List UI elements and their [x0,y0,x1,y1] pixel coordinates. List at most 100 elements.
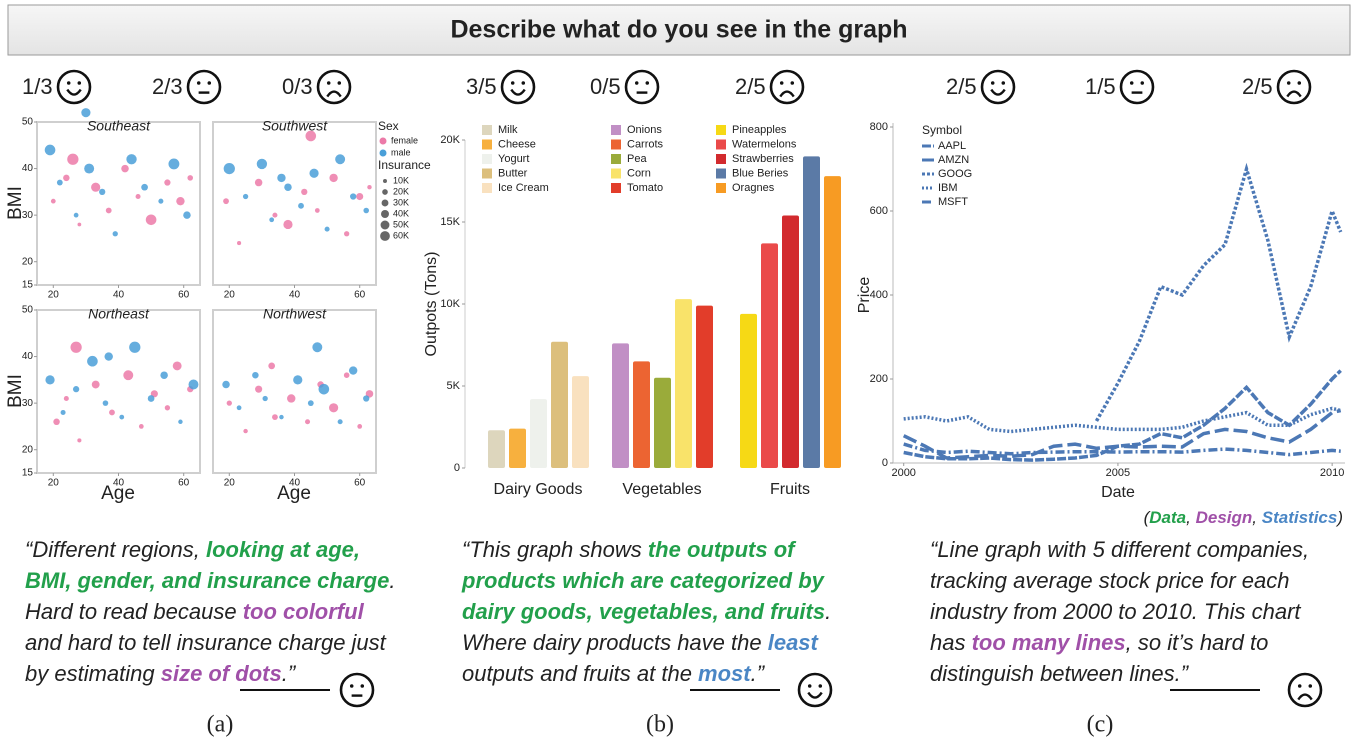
scatter-point [279,414,284,420]
bar [633,361,650,468]
size-legend-label: 30K [393,197,409,207]
scatter-point [63,395,69,402]
scatter-point [141,183,148,191]
scatter-point [337,419,343,425]
face-eye [1308,684,1313,688]
scatter-point [172,361,182,371]
legend-swatch [716,139,726,150]
size-legend-label: 60K [393,230,409,240]
x-tick-label: 40 [289,290,301,301]
scatter-point [160,371,168,379]
scatter-point [60,409,66,415]
scatter-point [183,211,191,219]
quote-line: Where dairy products have the least [462,630,820,655]
y-tick-label: 40 [22,351,34,362]
rating-label: 0/3 [282,74,313,99]
legend-swatch [482,183,492,193]
face-mouth [66,88,82,96]
bar [696,305,713,468]
legend-swatch [716,183,726,193]
rating-label: 2/5 [1242,74,1273,99]
bar [740,313,757,468]
scatter-point [350,193,357,200]
face-outline [624,69,660,105]
face-icon [624,69,660,105]
size-legend-label: 20K [393,186,409,196]
quote-line: outputs and fruits at the most.” [462,661,766,686]
legend-swatch [716,168,726,179]
scatter-point [223,162,235,175]
face-mouth [990,88,1006,96]
face-icon [1287,672,1323,708]
scatter-point [252,371,259,379]
scatter-point [123,370,134,381]
x-tick-label: 20 [48,290,60,301]
scatter-point [121,164,129,173]
face-eye [196,81,201,85]
legend-label: MSFT [938,196,968,208]
scatter-point [99,188,106,195]
scatter-point [255,385,263,393]
x-tick-label: 2000 [891,467,915,479]
bar [782,215,799,468]
legend-label: Tomato [627,182,663,194]
scatter-point [102,400,109,406]
legend-label: Carrots [627,138,664,150]
face-outline [56,69,92,105]
x-axis-label: Age [101,483,135,504]
scatter-point [348,366,358,375]
legend-swatch [482,168,492,179]
y-axis-label: Outpots (Tons) [423,252,440,357]
scatter-point [293,375,303,385]
scatter-point [312,342,323,353]
rating-label: 0/5 [590,74,621,99]
bar [803,156,820,468]
scatter-point [272,414,278,421]
face-icon [316,69,352,105]
x-tick-label: 60 [354,290,366,301]
facet-frame [212,121,377,286]
legend-swatch [611,139,621,150]
size-legend-mark [382,189,388,195]
quote-line: BMI, gender, and insurance charge. [25,568,395,593]
y-tick-label: 0 [454,462,460,474]
face-eye [1297,684,1302,688]
y-tick-label: 10K [440,298,460,310]
line-series [902,408,1342,460]
scatter-point [272,212,278,218]
face-icon [1119,69,1155,105]
bar [612,343,629,468]
legend-label: AAPL [938,140,966,152]
legend-label: Butter [498,167,528,179]
bar [509,428,526,468]
quote-segment: dairy goods, vegetables, and fruits [462,599,825,624]
y-axis-label: Price [856,277,873,314]
face-eye [818,684,823,688]
color-key-item: , [1252,508,1261,527]
scatter-point [84,163,95,174]
quote-segment: outputs and fruits at the [462,661,698,686]
scatter-point [243,428,248,434]
color-key: (Data, Design, Statistics) [1144,508,1343,527]
scatter-point [109,409,115,416]
y-tick-label: 40 [22,163,34,174]
line-series [903,369,1342,462]
legend-swatch [611,168,621,179]
face-eye [77,81,82,85]
quote-line: distinguish between lines.” [930,661,1190,686]
face-eye [1140,81,1145,85]
face-outline [1119,69,1155,105]
scatter-point [112,231,118,237]
color-key-item: ( [1144,508,1152,527]
face-icon [186,69,222,105]
legend-swatch [611,154,621,164]
caption: (b) [646,712,674,738]
y-tick-label: 800 [870,121,888,133]
legend-label: GOOG [938,168,972,180]
y-tick-label: 20K [440,134,460,146]
legend-label: Cheese [498,138,536,150]
face-eye [207,81,212,85]
face-mouth [779,90,795,98]
scatter-point [81,108,91,118]
quote-line: and hard to tell insurance charge just [25,630,387,655]
